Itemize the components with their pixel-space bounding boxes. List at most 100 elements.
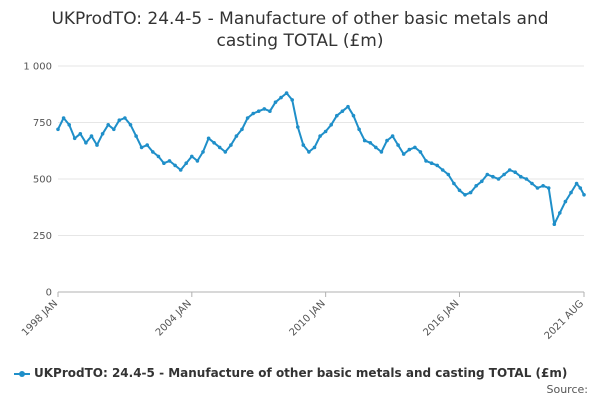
data-point[interactable] <box>329 123 334 127</box>
data-point[interactable] <box>335 113 339 118</box>
data-point[interactable] <box>117 118 122 122</box>
data-point[interactable] <box>385 138 389 143</box>
data-point[interactable] <box>323 129 328 134</box>
y-tick-label: 750 <box>33 118 52 129</box>
data-point[interactable] <box>167 159 172 163</box>
data-point[interactable] <box>413 145 417 150</box>
data-point[interactable] <box>184 161 188 165</box>
data-point[interactable] <box>574 181 579 186</box>
data-point[interactable] <box>67 123 71 127</box>
data-point[interactable] <box>357 127 361 132</box>
data-point[interactable] <box>569 190 573 195</box>
data-point[interactable] <box>206 136 211 141</box>
data-point[interactable] <box>100 132 105 136</box>
data-point[interactable] <box>162 161 166 165</box>
data-point[interactable] <box>530 181 534 186</box>
data-point[interactable] <box>429 161 434 165</box>
data-point[interactable] <box>190 154 194 159</box>
data-point[interactable] <box>178 168 183 172</box>
data-point[interactable] <box>390 134 395 138</box>
data-point[interactable] <box>212 141 216 145</box>
data-point[interactable] <box>519 174 523 179</box>
data-point[interactable] <box>513 170 517 174</box>
data-point[interactable] <box>256 109 261 113</box>
data-point[interactable] <box>374 145 378 150</box>
data-point[interactable] <box>563 199 568 204</box>
data-point[interactable] <box>440 168 445 172</box>
data-point[interactable] <box>502 172 506 177</box>
data-point[interactable] <box>463 193 467 197</box>
data-point[interactable] <box>318 134 322 138</box>
data-point[interactable] <box>123 116 127 120</box>
data-point[interactable] <box>112 127 116 132</box>
data-point[interactable] <box>240 127 244 132</box>
data-point[interactable] <box>106 123 110 127</box>
data-point[interactable] <box>418 150 423 154</box>
data-point[interactable] <box>507 168 512 172</box>
data-point[interactable] <box>268 109 272 113</box>
data-point[interactable] <box>229 143 233 147</box>
data-point[interactable] <box>552 222 557 226</box>
data-point[interactable] <box>535 186 540 190</box>
data-point[interactable] <box>368 141 373 145</box>
data-point[interactable] <box>56 127 60 132</box>
data-point[interactable] <box>396 143 400 147</box>
data-point[interactable] <box>541 184 545 188</box>
data-point[interactable] <box>89 134 94 138</box>
data-point[interactable] <box>273 100 278 104</box>
data-point[interactable] <box>558 211 562 215</box>
data-point[interactable] <box>84 141 88 145</box>
data-point[interactable] <box>474 184 479 188</box>
data-point[interactable] <box>496 177 501 181</box>
y-axis: 0 250 500 750 1 000 <box>23 62 52 299</box>
data-point[interactable] <box>296 125 300 129</box>
data-point[interactable] <box>134 134 138 138</box>
data-point[interactable] <box>546 186 551 190</box>
data-point[interactable] <box>151 150 155 154</box>
data-point[interactable] <box>139 145 144 150</box>
data-point[interactable] <box>524 177 529 181</box>
data-point[interactable] <box>346 104 350 109</box>
data-point[interactable] <box>452 181 456 186</box>
data-point[interactable] <box>351 113 356 118</box>
data-point[interactable] <box>446 172 451 177</box>
data-point[interactable] <box>173 163 177 168</box>
data-point[interactable] <box>578 186 583 190</box>
data-point[interactable] <box>78 132 83 136</box>
series-line <box>57 92 585 226</box>
data-point[interactable] <box>307 150 311 154</box>
data-point[interactable] <box>156 154 161 159</box>
data-point[interactable] <box>217 145 222 150</box>
data-point[interactable] <box>424 159 428 163</box>
data-point[interactable] <box>290 98 295 102</box>
data-point[interactable] <box>407 147 412 152</box>
data-point[interactable] <box>284 91 289 95</box>
chart-legend[interactable]: UKProdTO: 24.4-5 - Manufacture of other … <box>14 366 594 380</box>
data-point[interactable] <box>145 143 149 147</box>
data-point[interactable] <box>435 163 440 168</box>
data-point[interactable] <box>362 138 367 143</box>
data-point[interactable] <box>201 150 205 154</box>
data-point[interactable] <box>223 150 228 154</box>
data-point[interactable] <box>245 116 250 120</box>
data-point[interactable] <box>485 172 490 177</box>
data-point[interactable] <box>582 193 586 197</box>
data-point[interactable] <box>128 123 133 127</box>
data-point[interactable] <box>401 152 406 156</box>
data-point[interactable] <box>251 111 255 116</box>
data-point[interactable] <box>301 143 306 147</box>
data-point[interactable] <box>480 179 484 184</box>
data-point[interactable] <box>457 188 462 193</box>
data-point[interactable] <box>61 116 66 120</box>
data-point[interactable] <box>491 174 495 179</box>
data-point[interactable] <box>195 159 200 163</box>
data-point[interactable] <box>279 95 283 100</box>
data-point[interactable] <box>468 190 473 195</box>
data-point[interactable] <box>262 107 267 111</box>
data-point[interactable] <box>234 134 239 138</box>
data-point[interactable] <box>72 136 77 141</box>
data-point[interactable] <box>379 150 384 154</box>
data-point[interactable] <box>340 109 345 113</box>
data-point[interactable] <box>95 143 99 147</box>
data-point[interactable] <box>312 145 317 150</box>
